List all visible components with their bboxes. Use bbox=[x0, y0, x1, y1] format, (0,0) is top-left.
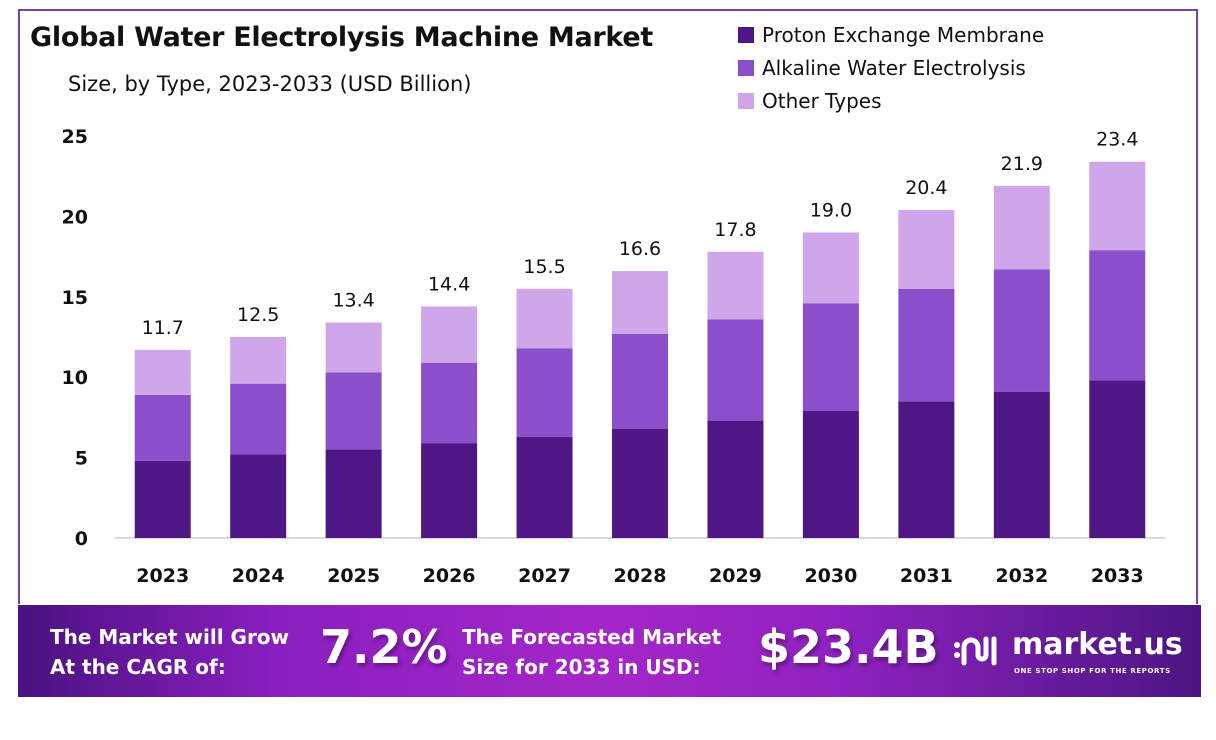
total-data-label: 20.4 bbox=[905, 177, 947, 199]
bar-segment-alkaline-water-electrolysis[interactable] bbox=[325, 372, 382, 450]
bar-segment-alkaline-water-electrolysis[interactable] bbox=[421, 362, 478, 444]
bar-segment-alkaline-water-electrolysis[interactable] bbox=[707, 319, 764, 421]
x-tick-label: 2032 bbox=[995, 565, 1048, 587]
legend-item-pem[interactable]: Proton Exchange Membrane bbox=[738, 18, 1044, 51]
bar-segment-other-types[interactable] bbox=[707, 251, 764, 320]
total-data-label: 17.8 bbox=[714, 219, 756, 241]
bar-segment-alkaline-water-electrolysis[interactable] bbox=[898, 288, 955, 402]
bar-segment-proton-exchange-membrane[interactable] bbox=[993, 391, 1050, 538]
chart-subtitle: Size, by Type, 2023-2033 (USD Billion) bbox=[68, 72, 472, 96]
total-data-label: 16.6 bbox=[619, 238, 661, 260]
bar-segment-alkaline-water-electrolysis[interactable] bbox=[993, 269, 1050, 392]
y-tick-label: 20 bbox=[62, 206, 88, 228]
bar-segment-proton-exchange-membrane[interactable] bbox=[421, 443, 478, 538]
summary-banner: The Market will Grow At the CAGR of: 7.2… bbox=[18, 605, 1201, 697]
x-tick-label: 2024 bbox=[232, 565, 285, 587]
legend-label: Proton Exchange Membrane bbox=[762, 22, 1045, 47]
forecast-label-line1: The Forecasted Market bbox=[462, 625, 722, 649]
x-tick-label: 2023 bbox=[136, 565, 189, 587]
y-tick-label: 25 bbox=[62, 126, 88, 148]
legend-item-alkaline[interactable]: Alkaline Water Electrolysis bbox=[738, 51, 1044, 84]
y-tick-label: 15 bbox=[62, 287, 88, 309]
logo-tagline: ONE STOP SHOP FOR THE REPORTS bbox=[1014, 667, 1171, 675]
bar-segment-other-types[interactable] bbox=[993, 185, 1050, 270]
legend-item-other[interactable]: Other Types bbox=[738, 84, 1044, 117]
bar-segment-other-types[interactable] bbox=[1089, 161, 1146, 251]
cagr-value: 7.2% bbox=[320, 620, 448, 674]
legend-label: Alkaline Water Electrolysis bbox=[762, 55, 1026, 80]
forecast-label: The Forecasted Market Size for 2033 in U… bbox=[462, 622, 721, 682]
bar-segment-proton-exchange-membrane[interactable] bbox=[707, 420, 764, 538]
forecast-label-line2: Size for 2033 in USD: bbox=[462, 655, 701, 679]
bar-segment-proton-exchange-membrane[interactable] bbox=[1089, 380, 1146, 538]
total-data-label: 13.4 bbox=[332, 290, 374, 312]
bar-segment-other-types[interactable] bbox=[802, 232, 859, 304]
bar-segment-other-types[interactable] bbox=[230, 337, 287, 384]
legend-label: Other Types bbox=[762, 88, 882, 113]
logo-name: market.us bbox=[1012, 627, 1183, 662]
x-tick-label: 2026 bbox=[423, 565, 476, 587]
bar-segment-alkaline-water-electrolysis[interactable] bbox=[134, 394, 191, 461]
cagr-label-line2: At the CAGR of: bbox=[50, 655, 226, 679]
x-tick-label: 2029 bbox=[709, 565, 762, 587]
x-tick-label: 2031 bbox=[900, 565, 953, 587]
bar-segment-alkaline-water-electrolysis[interactable] bbox=[1089, 250, 1146, 381]
bar-segment-other-types[interactable] bbox=[898, 209, 955, 289]
bar-segment-alkaline-water-electrolysis[interactable] bbox=[230, 383, 287, 455]
total-data-label: 15.5 bbox=[523, 256, 565, 278]
bar-segment-proton-exchange-membrane[interactable] bbox=[802, 410, 859, 538]
cagr-label-line1: The Market will Grow bbox=[50, 625, 290, 649]
y-tick-label: 10 bbox=[62, 367, 88, 389]
x-tick-label: 2025 bbox=[327, 565, 380, 587]
chart-title: Global Water Electrolysis Machine Market bbox=[30, 22, 653, 53]
market-us-logo-icon bbox=[954, 636, 997, 666]
legend-swatch-alkaline bbox=[738, 59, 754, 76]
bar-segment-other-types[interactable] bbox=[325, 322, 382, 373]
bar-segment-alkaline-water-electrolysis[interactable] bbox=[802, 303, 859, 411]
bar-segment-other-types[interactable] bbox=[421, 306, 478, 363]
bar-segment-proton-exchange-membrane[interactable] bbox=[134, 460, 191, 538]
bar-segment-alkaline-water-electrolysis[interactable] bbox=[612, 333, 668, 429]
bar-segment-other-types[interactable] bbox=[516, 288, 573, 349]
total-data-label: 11.7 bbox=[142, 317, 184, 339]
total-data-label: 12.5 bbox=[237, 304, 279, 326]
legend-swatch-other bbox=[738, 92, 754, 109]
bar-segment-other-types[interactable] bbox=[612, 271, 668, 334]
forecast-value: $23.4B bbox=[758, 620, 939, 674]
bar-segment-proton-exchange-membrane[interactable] bbox=[516, 436, 573, 538]
stacked-bar-chart: 051015202511.7202312.5202413.4202514.420… bbox=[62, 126, 1165, 587]
bar-segment-proton-exchange-membrane[interactable] bbox=[325, 449, 382, 538]
x-tick-label: 2030 bbox=[804, 565, 857, 587]
bar-segment-other-types[interactable] bbox=[134, 349, 191, 395]
bar-segment-proton-exchange-membrane[interactable] bbox=[230, 454, 287, 538]
total-data-label: 19.0 bbox=[810, 199, 852, 221]
legend-swatch-pem bbox=[738, 26, 754, 43]
bar-segment-alkaline-water-electrolysis[interactable] bbox=[516, 348, 573, 437]
x-tick-label: 2033 bbox=[1091, 565, 1144, 587]
bar-segment-proton-exchange-membrane[interactable] bbox=[612, 428, 668, 538]
x-tick-label: 2028 bbox=[614, 565, 667, 587]
y-tick-label: 5 bbox=[75, 448, 88, 470]
bar-segment-proton-exchange-membrane[interactable] bbox=[898, 401, 955, 538]
total-data-label: 21.9 bbox=[1001, 153, 1043, 175]
total-data-label: 23.4 bbox=[1096, 129, 1138, 151]
x-tick-label: 2027 bbox=[518, 565, 571, 587]
y-tick-label: 0 bbox=[75, 528, 88, 550]
legend: Proton Exchange Membrane Alkaline Water … bbox=[738, 18, 1044, 117]
cagr-label: The Market will Grow At the CAGR of: bbox=[50, 622, 289, 682]
total-data-label: 14.4 bbox=[428, 273, 470, 295]
